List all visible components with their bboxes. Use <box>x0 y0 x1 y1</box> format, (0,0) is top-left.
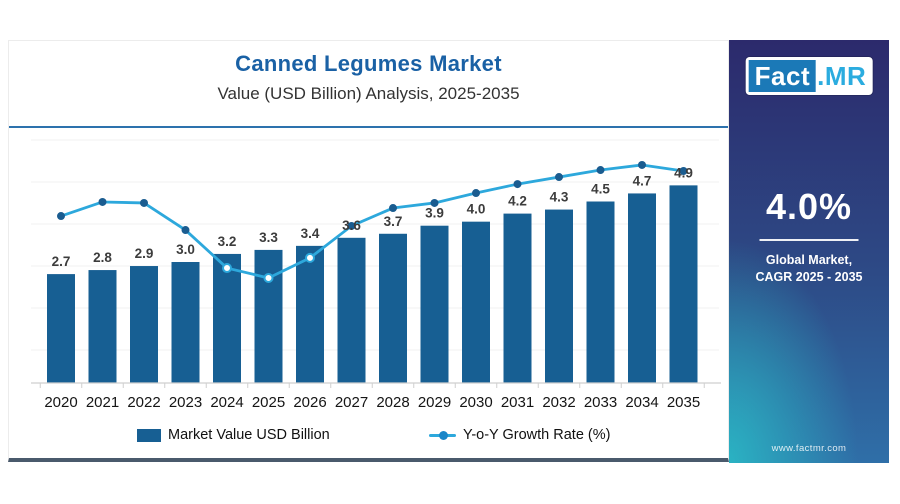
bar-value-label-2035: 4.9 <box>674 165 693 180</box>
growth-line <box>59 163 685 280</box>
logo-mr-text: .MR <box>817 61 867 91</box>
line-marker-2030 <box>472 189 480 198</box>
bar-2025 <box>254 249 283 383</box>
line-marker-icon <box>429 430 456 440</box>
bar-value-label-2022: 2.9 <box>135 246 154 261</box>
bar-2021 <box>88 270 117 383</box>
bar-value-label-2032: 4.3 <box>550 190 569 205</box>
bar-2032 <box>545 209 573 383</box>
cagr-caption-line1: Global Market, <box>765 253 853 267</box>
x-axis-label-2026: 2026 <box>293 394 326 411</box>
bar-2033 <box>586 201 615 383</box>
bar-value-label-2026: 3.4 <box>301 226 320 241</box>
bar-2023 <box>171 262 200 383</box>
line-marker-2020 <box>57 212 65 221</box>
bar-value-label-2024: 3.2 <box>218 234 237 249</box>
chart-subtitle: Value (USD Billion) Analysis, 2025-2035 <box>217 84 520 103</box>
x-axis-label-2021: 2021 <box>86 394 119 411</box>
line-marker-2028 <box>389 204 397 213</box>
bar-value-label-2030: 4.0 <box>467 202 486 217</box>
line-marker-2035 <box>679 167 688 176</box>
line-marker-2025 <box>263 272 274 283</box>
x-axis-label-2025: 2025 <box>252 394 285 411</box>
x-axis-label-2031: 2031 <box>501 394 534 411</box>
x-axis-label-2024: 2024 <box>210 394 243 411</box>
bar-value-label-2027: 3.6 <box>342 218 361 233</box>
bar-2028 <box>379 233 407 383</box>
line-marker-2023 <box>181 226 190 235</box>
legend-label-market-value: Market Value USD Billion <box>168 427 330 443</box>
x-axis-label-2028: 2028 <box>376 394 409 411</box>
logo-fact-text: Fact <box>748 60 817 92</box>
x-axis-label-2022: 2022 <box>127 394 160 411</box>
bar-2022 <box>130 266 158 383</box>
legend-item-market-value: Market Value USD Billion <box>137 424 330 446</box>
bar-2027 <box>337 237 366 383</box>
chart-title: Canned Legumes Market <box>235 51 502 76</box>
bar-value-label-2021: 2.8 <box>93 250 112 265</box>
legend-label-growth-rate: Y-o-Y Growth Rate (%) <box>463 427 611 443</box>
title-divider <box>9 126 728 128</box>
bar-swatch-icon <box>137 428 161 442</box>
x-axis-label-2032: 2032 <box>542 394 575 411</box>
line-marker-2032 <box>555 173 563 182</box>
factmr-logo: Fact .MR <box>745 57 873 95</box>
side-panel: Fact .MR 4.0% Global Market, CAGR 2025 -… <box>729 40 889 463</box>
combo-chart: 2.7 2.8 2.9 3.0 3.2 3.3 3.4 3.6 3.7 3.9 4.0 4.2 4.3 4… <box>31 139 721 411</box>
line-marker-2033 <box>596 166 605 175</box>
x-axis-label-2030: 2030 <box>459 394 492 411</box>
bar-2031 <box>503 213 532 383</box>
bar-value-label-2034: 4.7 <box>633 173 652 188</box>
legend-item-growth-rate: Y-o-Y Growth Rate (%) <box>429 424 610 446</box>
x-axis-label-2033: 2033 <box>584 394 617 411</box>
bar-value-label-2023: 3.0 <box>176 242 195 257</box>
bar-2030 <box>462 221 490 383</box>
website-url: www.factmr.com <box>771 443 847 454</box>
line-marker-2026 <box>305 252 315 263</box>
cagr-caption-line2: CAGR 2025 - 2035 <box>755 270 863 284</box>
bar-value-label-2028: 3.7 <box>384 214 403 229</box>
x-axis-label-2027: 2027 <box>335 394 368 411</box>
x-axis-label-2020: 2020 <box>44 394 77 411</box>
bar-2026 <box>296 245 324 383</box>
line-marker-2021 <box>98 197 107 206</box>
bar-value-label-2029: 3.9 <box>425 206 444 221</box>
line-marker-2022 <box>140 198 148 207</box>
line-marker-2034 <box>638 160 646 169</box>
bar-value-label-2031: 4.2 <box>508 194 527 209</box>
line-marker-2024 <box>222 263 232 274</box>
bar-value-label-2025: 3.3 <box>259 230 278 245</box>
bar-2035 <box>669 185 698 383</box>
line-marker-2031 <box>513 180 522 189</box>
bar-2020 <box>47 274 75 383</box>
cagr-value: 4.0% <box>765 186 853 227</box>
x-axis-label-2035: 2035 <box>667 394 700 411</box>
bar-value-label-2033: 4.5 <box>591 182 610 197</box>
x-axis-label-2034: 2034 <box>625 394 658 411</box>
bar-value-label-2020: 2.7 <box>52 254 71 269</box>
line-marker-2029 <box>430 198 439 207</box>
bar-2024 <box>213 253 241 383</box>
x-axis-label-2023: 2023 <box>169 394 202 411</box>
panel-divider <box>759 239 859 241</box>
line-marker-2027 <box>347 221 356 230</box>
bar-2029 <box>420 225 449 383</box>
x-axis-label-2029: 2029 <box>418 394 451 411</box>
chart-legend: Market Value USD Billion Y-o-Y Growth Ra… <box>9 424 728 446</box>
cagr-caption: Global Market, CAGR 2025 - 2035 <box>729 252 889 286</box>
bar-2034 <box>628 193 656 383</box>
chart-card: Canned Legumes Market Value (USD Billion… <box>8 40 729 462</box>
